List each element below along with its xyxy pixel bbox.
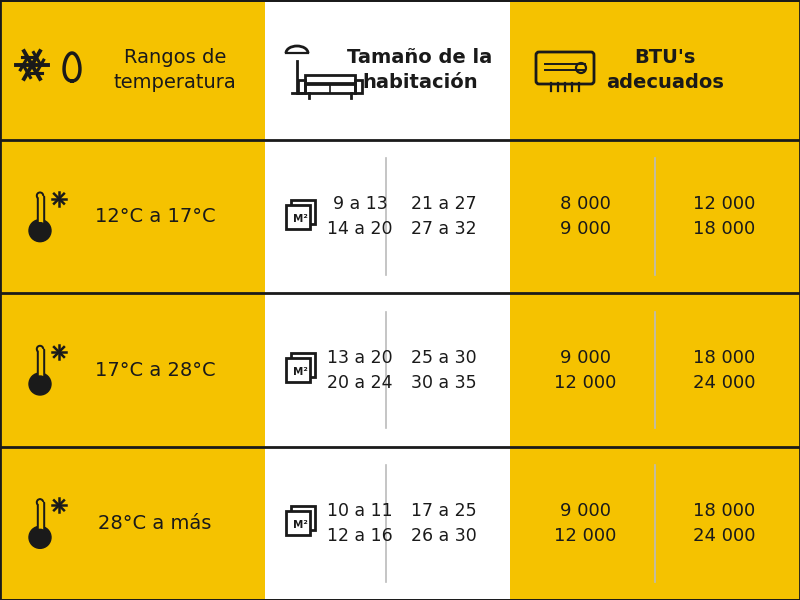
Circle shape <box>29 373 51 395</box>
Text: 28°C a más: 28°C a más <box>98 514 212 533</box>
Circle shape <box>37 499 43 506</box>
Text: M²: M² <box>293 367 307 377</box>
Bar <box>291 353 315 377</box>
Text: 17 a 25
26 a 30: 17 a 25 26 a 30 <box>411 502 477 545</box>
Bar <box>286 205 310 229</box>
Text: Tamaño de la
habitación: Tamaño de la habitación <box>347 48 493 92</box>
Text: M²: M² <box>293 214 307 224</box>
Bar <box>291 200 315 224</box>
Bar <box>38 502 42 535</box>
Bar <box>291 506 315 530</box>
Circle shape <box>32 376 48 392</box>
Text: 25 a 30
30 a 35: 25 a 30 30 a 35 <box>411 349 477 392</box>
Bar <box>38 196 42 229</box>
Text: Rangos de
temperatura: Rangos de temperatura <box>114 48 236 92</box>
Bar <box>286 358 310 382</box>
Text: 13 a 20
20 a 24: 13 a 20 20 a 24 <box>327 349 393 392</box>
Circle shape <box>37 346 43 353</box>
Text: 12°C a 17°C: 12°C a 17°C <box>94 207 215 226</box>
Circle shape <box>32 529 48 545</box>
Text: 18 000
24 000: 18 000 24 000 <box>694 502 756 545</box>
Text: 10 a 11
12 a 16: 10 a 11 12 a 16 <box>327 502 393 545</box>
Text: 9 a 13
14 a 20: 9 a 13 14 a 20 <box>327 195 393 238</box>
Bar <box>37 349 43 384</box>
Bar <box>305 83 355 93</box>
Circle shape <box>32 223 48 239</box>
Circle shape <box>38 347 42 350</box>
Text: 18 000
24 000: 18 000 24 000 <box>694 349 756 392</box>
Bar <box>38 349 42 382</box>
Text: 17°C a 28°C: 17°C a 28°C <box>94 361 215 380</box>
Text: M²: M² <box>293 520 307 530</box>
Text: 21 a 27
27 a 32: 21 a 27 27 a 32 <box>411 195 477 238</box>
Circle shape <box>29 220 51 242</box>
Text: 12 000
18 000: 12 000 18 000 <box>694 195 756 238</box>
Text: 9 000
12 000: 9 000 12 000 <box>554 502 617 545</box>
Bar <box>298 79 305 93</box>
Circle shape <box>38 501 42 504</box>
Bar <box>286 511 310 535</box>
Bar <box>355 79 362 93</box>
Bar <box>305 75 355 84</box>
Bar <box>37 196 43 230</box>
Circle shape <box>29 526 51 548</box>
Circle shape <box>38 194 42 197</box>
Circle shape <box>37 192 43 199</box>
Text: 9 000
12 000: 9 000 12 000 <box>554 349 617 392</box>
Bar <box>265 0 510 600</box>
Bar <box>37 502 43 538</box>
Text: BTU's
adecuados: BTU's adecuados <box>606 48 724 92</box>
Text: 8 000
9 000: 8 000 9 000 <box>560 195 611 238</box>
